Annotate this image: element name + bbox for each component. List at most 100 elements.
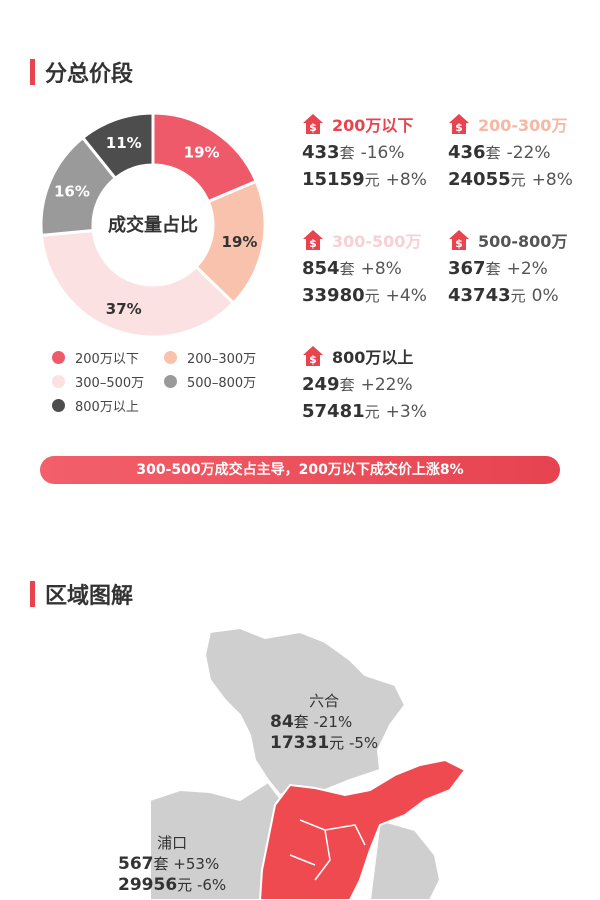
stat-price-change: +4%	[385, 286, 427, 306]
stat-price-unit: 元	[364, 403, 380, 421]
donut-slice-label-5: 11%	[106, 134, 142, 152]
legend-item: 200–300万	[164, 348, 256, 367]
stat-units-change: +2%	[506, 259, 548, 279]
map-region-core-red	[258, 758, 467, 900]
stat-units-row: 436套 -22%	[448, 142, 598, 163]
house-price-icon: $	[449, 114, 469, 134]
stat-price-row: 43743元 0%	[448, 285, 598, 306]
stat-units-row: 433套 -16%	[302, 142, 452, 163]
summary-banner: 300-500万成交占主导，200万以下成交价上涨8%	[40, 456, 560, 484]
stat-block-over-800: $ 800万以上 249套 +22% 57481元 +3%	[302, 344, 452, 422]
stat-block-300-500: $ 300-500万 854套 +8% 33980元 +4%	[302, 228, 452, 306]
stat-price-change: +8%	[385, 170, 427, 190]
stat-price-change: +8%	[531, 170, 573, 190]
stat-price-change: +3%	[385, 402, 427, 422]
stat-units-unit: 套	[485, 260, 501, 278]
stat-units-row: 249套 +22%	[302, 374, 452, 395]
legend-label: 500–800万	[187, 376, 257, 391]
stat-units-unit: 套	[485, 144, 501, 162]
district-price-unit: 元	[329, 734, 345, 752]
stat-units-row: 367套 +2%	[448, 258, 598, 279]
svg-text:$: $	[309, 237, 317, 250]
stat-units-change: +8%	[360, 259, 402, 279]
district-units-unit: 套	[153, 855, 169, 873]
svg-text:$: $	[455, 237, 463, 250]
stat-units-row: 854套 +8%	[302, 258, 452, 279]
section-title-text: 分总价段	[45, 62, 134, 87]
district-price-row: 29956元 -6%	[118, 874, 226, 895]
svg-text:$: $	[309, 353, 317, 366]
legend-swatch	[52, 399, 65, 412]
district-price: 29956	[118, 875, 178, 895]
district-name: 浦口	[157, 834, 188, 852]
stat-head: $ 500-800万	[448, 228, 598, 252]
stat-label: 200-300万	[478, 116, 568, 135]
stat-price-unit: 元	[510, 171, 526, 189]
stat-units: 436	[448, 142, 486, 163]
stat-units: 249	[302, 374, 340, 395]
district-units-change: -21%	[313, 713, 353, 731]
stat-price-row: 15159元 +8%	[302, 169, 452, 190]
donut-slice-label-4: 16%	[54, 183, 90, 201]
district-price-row: 17331元 -5%	[270, 732, 378, 753]
legend-label: 800万以上	[75, 400, 139, 415]
donut-slice-5	[80, 111, 155, 181]
donut-slice-label-1: 19%	[184, 144, 220, 162]
svg-text:$: $	[309, 121, 317, 134]
stat-units-change: -22%	[506, 143, 551, 163]
district-units-row: 567套 +53%	[118, 853, 226, 874]
stat-units-unit: 套	[339, 144, 355, 162]
district-price-unit: 元	[177, 876, 193, 894]
stat-block-200-300: $ 200-300万 436套 -22% 24055元 +8%	[448, 112, 598, 190]
district-units: 567	[118, 854, 154, 874]
house-price-icon: $	[303, 346, 323, 366]
stat-price-row: 57481元 +3%	[302, 401, 452, 422]
stat-price: 43743	[448, 285, 511, 306]
district-units-row: 84套 -21%	[270, 711, 378, 732]
house-price-icon: $	[303, 230, 323, 250]
stat-price-row: 24055元 +8%	[448, 169, 598, 190]
stat-units-unit: 套	[339, 260, 355, 278]
district-price-change: -5%	[348, 734, 379, 752]
stat-label: 800万以上	[332, 348, 414, 367]
legend-swatch	[52, 375, 65, 388]
district-units-unit: 套	[293, 713, 309, 731]
stat-label: 300-500万	[332, 232, 422, 251]
legend-swatch	[164, 375, 177, 388]
legend-item: 500–800万	[164, 372, 256, 391]
legend-label: 200万以下	[75, 352, 139, 367]
stat-price-unit: 元	[364, 171, 380, 189]
legend-label: 300–500万	[75, 376, 145, 391]
district-map	[150, 626, 467, 900]
legend-swatch	[164, 351, 177, 364]
stat-price: 57481	[302, 401, 365, 422]
stat-block-under-200: $ 200万以下 433套 -16% 15159元 +8%	[302, 112, 452, 190]
stat-units-change: +22%	[360, 375, 413, 395]
donut-slice-label-2: 19%	[222, 233, 258, 251]
legend-item: 800万以上	[52, 396, 139, 415]
stat-head: $ 300-500万	[302, 228, 452, 252]
stat-price-unit: 元	[364, 287, 380, 305]
stat-label: 500-800万	[478, 232, 568, 251]
house-price-icon: $	[449, 230, 469, 250]
district-label-pukou: 浦口 567套 +53% 29956元 -6%	[118, 832, 226, 895]
district-units: 84	[270, 712, 294, 732]
stat-head: $ 200万以下	[302, 112, 452, 136]
map-inner-border	[289, 819, 366, 881]
stat-units: 367	[448, 258, 486, 279]
stat-price-change: 0%	[531, 286, 559, 306]
title-accent-bar	[30, 59, 35, 85]
district-price: 17331	[270, 733, 330, 753]
section-title-district-map: 区域图解	[30, 578, 133, 610]
stat-price-unit: 元	[510, 287, 526, 305]
legend-swatch	[52, 351, 65, 364]
stat-price: 15159	[302, 169, 365, 190]
stat-price: 24055	[448, 169, 511, 190]
legend-label: 200–300万	[187, 352, 257, 367]
stat-units-unit: 套	[339, 376, 355, 394]
stat-units: 433	[302, 142, 340, 163]
stat-units-change: -16%	[360, 143, 405, 163]
stat-units: 854	[302, 258, 340, 279]
stat-head: $ 200-300万	[448, 112, 598, 136]
donut-slice-label-3: 37%	[106, 300, 142, 318]
